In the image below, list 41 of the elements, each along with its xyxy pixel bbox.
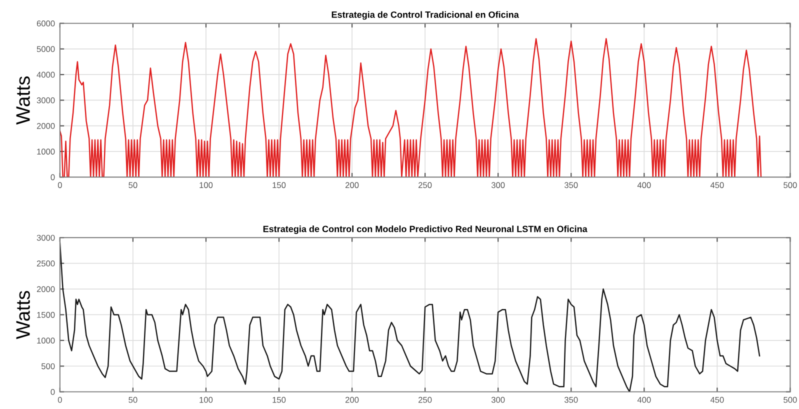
x-tick-label: 200	[346, 182, 359, 188]
x-tick-label: 400	[637, 396, 651, 403]
x-tick-label: 350	[564, 182, 578, 188]
x-tick-label: 500	[784, 396, 797, 403]
x-tick-label: 400	[637, 182, 651, 188]
x-tick-label: 100	[200, 396, 213, 403]
y-tick-label: 2500	[36, 260, 55, 266]
y-tick-label: 1500	[37, 312, 55, 318]
y-tick-label: 3000	[36, 234, 55, 241]
y-tick-label: 500	[41, 363, 55, 370]
x-tick-label: 100	[200, 182, 213, 188]
x-tick-label: 300	[491, 396, 505, 403]
x-tick-label: 150	[272, 396, 286, 403]
x-tick-label: 250	[418, 182, 432, 188]
y-tick-label: 6000	[36, 20, 55, 26]
chart-title: Estrategia de Control Tradicional en Oficina	[332, 11, 519, 20]
x-tick-label: 50	[128, 182, 138, 188]
x-tick-label: 300	[491, 182, 505, 188]
y-tick-label: 2000	[36, 286, 55, 292]
x-tick-label: 50	[128, 396, 138, 403]
y-axis-title: Watts	[16, 76, 30, 125]
x-tick-label: 500	[784, 182, 797, 188]
y-tick-label: 0	[50, 174, 55, 180]
x-tick-label: 150	[272, 182, 286, 188]
y-tick-label: 5000	[36, 46, 55, 52]
y-tick-label: 1000	[37, 148, 55, 155]
y-tick-label: 4000	[36, 72, 55, 78]
x-tick-label: 0	[58, 396, 62, 403]
chart-title: Estrategia de Control con Modelo Predictivo Red Neuronal LSTM en Oficina	[263, 226, 588, 234]
y-tick-label: 2000	[36, 123, 55, 129]
x-tick-label: 450	[710, 182, 724, 188]
x-tick-label: 450	[710, 396, 724, 403]
y-tick-label: 3000	[36, 97, 55, 104]
x-tick-label: 200	[346, 396, 359, 403]
x-tick-label: 0	[58, 182, 62, 188]
y-tick-label: 0	[50, 389, 55, 395]
line-series	[60, 38, 762, 178]
x-tick-label: 250	[418, 396, 432, 403]
y-axis-title: Watts	[16, 290, 30, 340]
x-tick-label: 350	[564, 396, 578, 403]
y-tick-label: 1000	[37, 338, 55, 344]
